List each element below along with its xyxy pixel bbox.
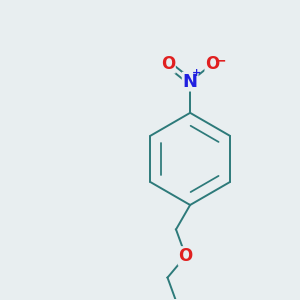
- Text: N: N: [183, 73, 198, 91]
- Text: O: O: [161, 55, 175, 73]
- Text: +: +: [192, 68, 201, 78]
- Text: O: O: [178, 247, 193, 265]
- Text: −: −: [215, 53, 226, 67]
- Text: O: O: [205, 55, 220, 73]
